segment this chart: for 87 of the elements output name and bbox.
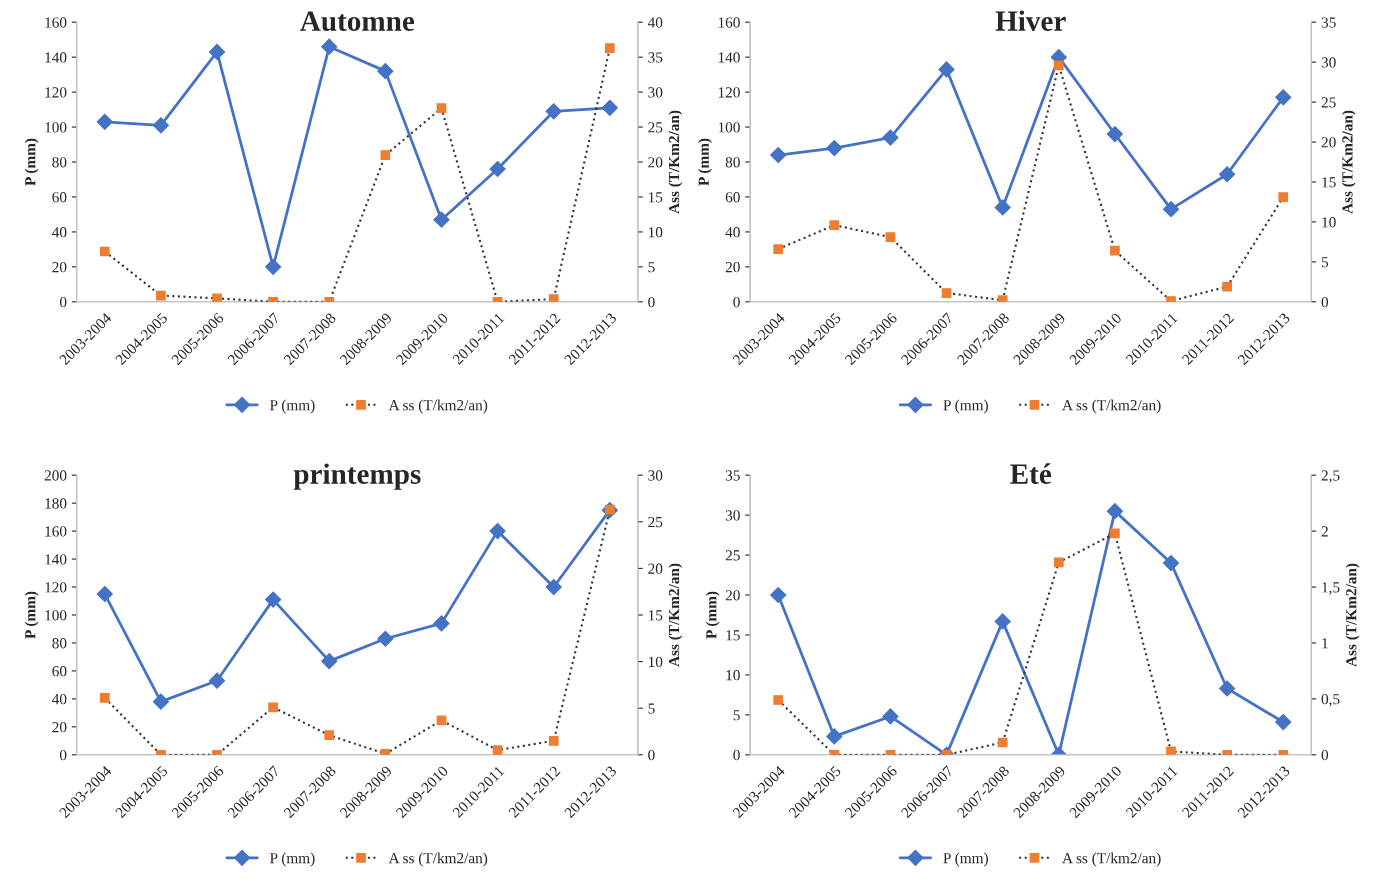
y2-tick-label: 10 <box>1322 217 1336 228</box>
y-tick-label: 0 <box>733 749 740 761</box>
y-tick-label: 10 <box>726 670 740 681</box>
y2-tick-label: 2,5 <box>1321 470 1340 483</box>
y-tick-label: 100 <box>718 122 740 133</box>
legend-label: P (mm) <box>943 852 988 867</box>
y2-tick-label: 30 <box>1321 57 1336 68</box>
y-axis-title: P (mm) <box>24 138 39 186</box>
y-tick-label: 160 <box>718 17 740 28</box>
y2-tick-label: 5 <box>1321 257 1329 268</box>
y2-tick-label: 10 <box>648 227 663 238</box>
y-tick-label: 0 <box>733 296 740 308</box>
y-tick-label: 100 <box>45 610 67 621</box>
y-tick-label: 0 <box>59 296 67 308</box>
y2-tick-label: 5 <box>648 703 655 714</box>
y-tick-label: 25 <box>725 550 740 561</box>
y2-tick-label: 40 <box>647 17 663 28</box>
y-tick-label: 120 <box>718 87 740 98</box>
y2-tick-label: 0 <box>1321 296 1329 308</box>
chart-title: Hiver <box>995 10 1066 31</box>
y2-axis-title: Ass (T/Km2/an) <box>1345 563 1360 667</box>
y2-tick-label: 15 <box>648 192 663 203</box>
legend-label: P (mm) <box>269 399 315 414</box>
y-tick-label: 200 <box>44 470 67 481</box>
y2-tick-label: 5 <box>648 262 655 273</box>
y-tick-label: 20 <box>725 262 740 273</box>
y2-tick-label: 15 <box>648 610 663 621</box>
y2-tick-label: 0 <box>1321 749 1329 761</box>
y2-tick-label: 1,5 <box>1322 582 1340 595</box>
y-tick-label: 80 <box>52 157 67 168</box>
y2-axis-title: Ass (T/Km2/an) <box>668 563 683 667</box>
y2-tick-label: 0,5 <box>1321 694 1340 707</box>
y2-tick-label: 1 <box>1322 638 1328 649</box>
chart-title: printemps <box>293 463 421 490</box>
y-tick-label: 60 <box>725 192 740 203</box>
y-axis-title: P (mm) <box>705 591 720 639</box>
y2-tick-label: 2 <box>1321 526 1328 537</box>
y-tick-label: 140 <box>45 554 67 565</box>
y2-tick-label: 20 <box>648 563 663 574</box>
y-tick-label: 40 <box>52 694 67 705</box>
y-tick-label: 20 <box>52 721 67 733</box>
legend-label: A ss (T/km2/an) <box>388 852 488 867</box>
legend-label: P (mm) <box>943 399 988 414</box>
y-tick-label: 160 <box>45 17 67 28</box>
y2-tick-label: 25 <box>648 122 663 133</box>
y2-tick-label: 15 <box>1322 177 1336 188</box>
y2-axis-title: Ass (T/Km2/an) <box>668 110 683 214</box>
y-tick-label: 20 <box>725 590 740 601</box>
y2-tick-label: 0 <box>648 296 655 308</box>
y-tick-label: 20 <box>52 262 67 273</box>
y2-tick-label: 20 <box>1321 137 1336 148</box>
y-tick-label: 30 <box>725 510 740 521</box>
y-tick-label: 140 <box>45 52 67 63</box>
y-tick-label: 35 <box>725 470 740 481</box>
y2-tick-label: 25 <box>648 516 663 528</box>
y2-tick-label: 20 <box>648 157 663 168</box>
y-tick-label: 80 <box>52 638 67 649</box>
y2-tick-label: 0 <box>648 749 655 761</box>
legend-label: A ss (T/km2/an) <box>1062 852 1161 867</box>
chart-title: Automne <box>300 11 415 31</box>
y-tick-label: 0 <box>59 749 67 761</box>
y-tick-label: 40 <box>52 227 67 238</box>
y2-tick-label: 25 <box>1321 97 1336 108</box>
y-tick-label: 15 <box>726 630 740 641</box>
y2-tick-label: 30 <box>648 470 663 481</box>
y-tick-label: 80 <box>725 157 740 168</box>
y-tick-label: 40 <box>725 227 740 238</box>
y2-tick-label: 35 <box>1321 17 1336 28</box>
y-tick-label: 60 <box>52 666 67 677</box>
legend-label: A ss (T/km2/an) <box>1062 399 1161 414</box>
chart-title: Eté <box>1010 463 1052 484</box>
y-axis-title: P (mm) <box>698 138 712 186</box>
y2-tick-label: 30 <box>648 87 663 98</box>
y2-axis-title: Ass (T/Km2/an) <box>1341 110 1356 214</box>
y2-tick-label: 35 <box>648 52 663 63</box>
legend-label: P (mm) <box>269 852 315 867</box>
legend-label: A ss (T/km2/an) <box>388 399 488 414</box>
y2-tick-label: 10 <box>648 656 663 668</box>
y-tick-label: 160 <box>45 526 67 537</box>
y-tick-label: 140 <box>718 52 740 63</box>
y-tick-label: 120 <box>45 582 67 593</box>
y-tick-label: 5 <box>733 710 740 721</box>
y-tick-label: 180 <box>45 498 67 509</box>
y-tick-label: 60 <box>52 192 67 203</box>
y-axis-title: P (mm) <box>24 591 39 639</box>
y-tick-label: 120 <box>45 87 67 98</box>
y-tick-label: 100 <box>45 122 67 133</box>
